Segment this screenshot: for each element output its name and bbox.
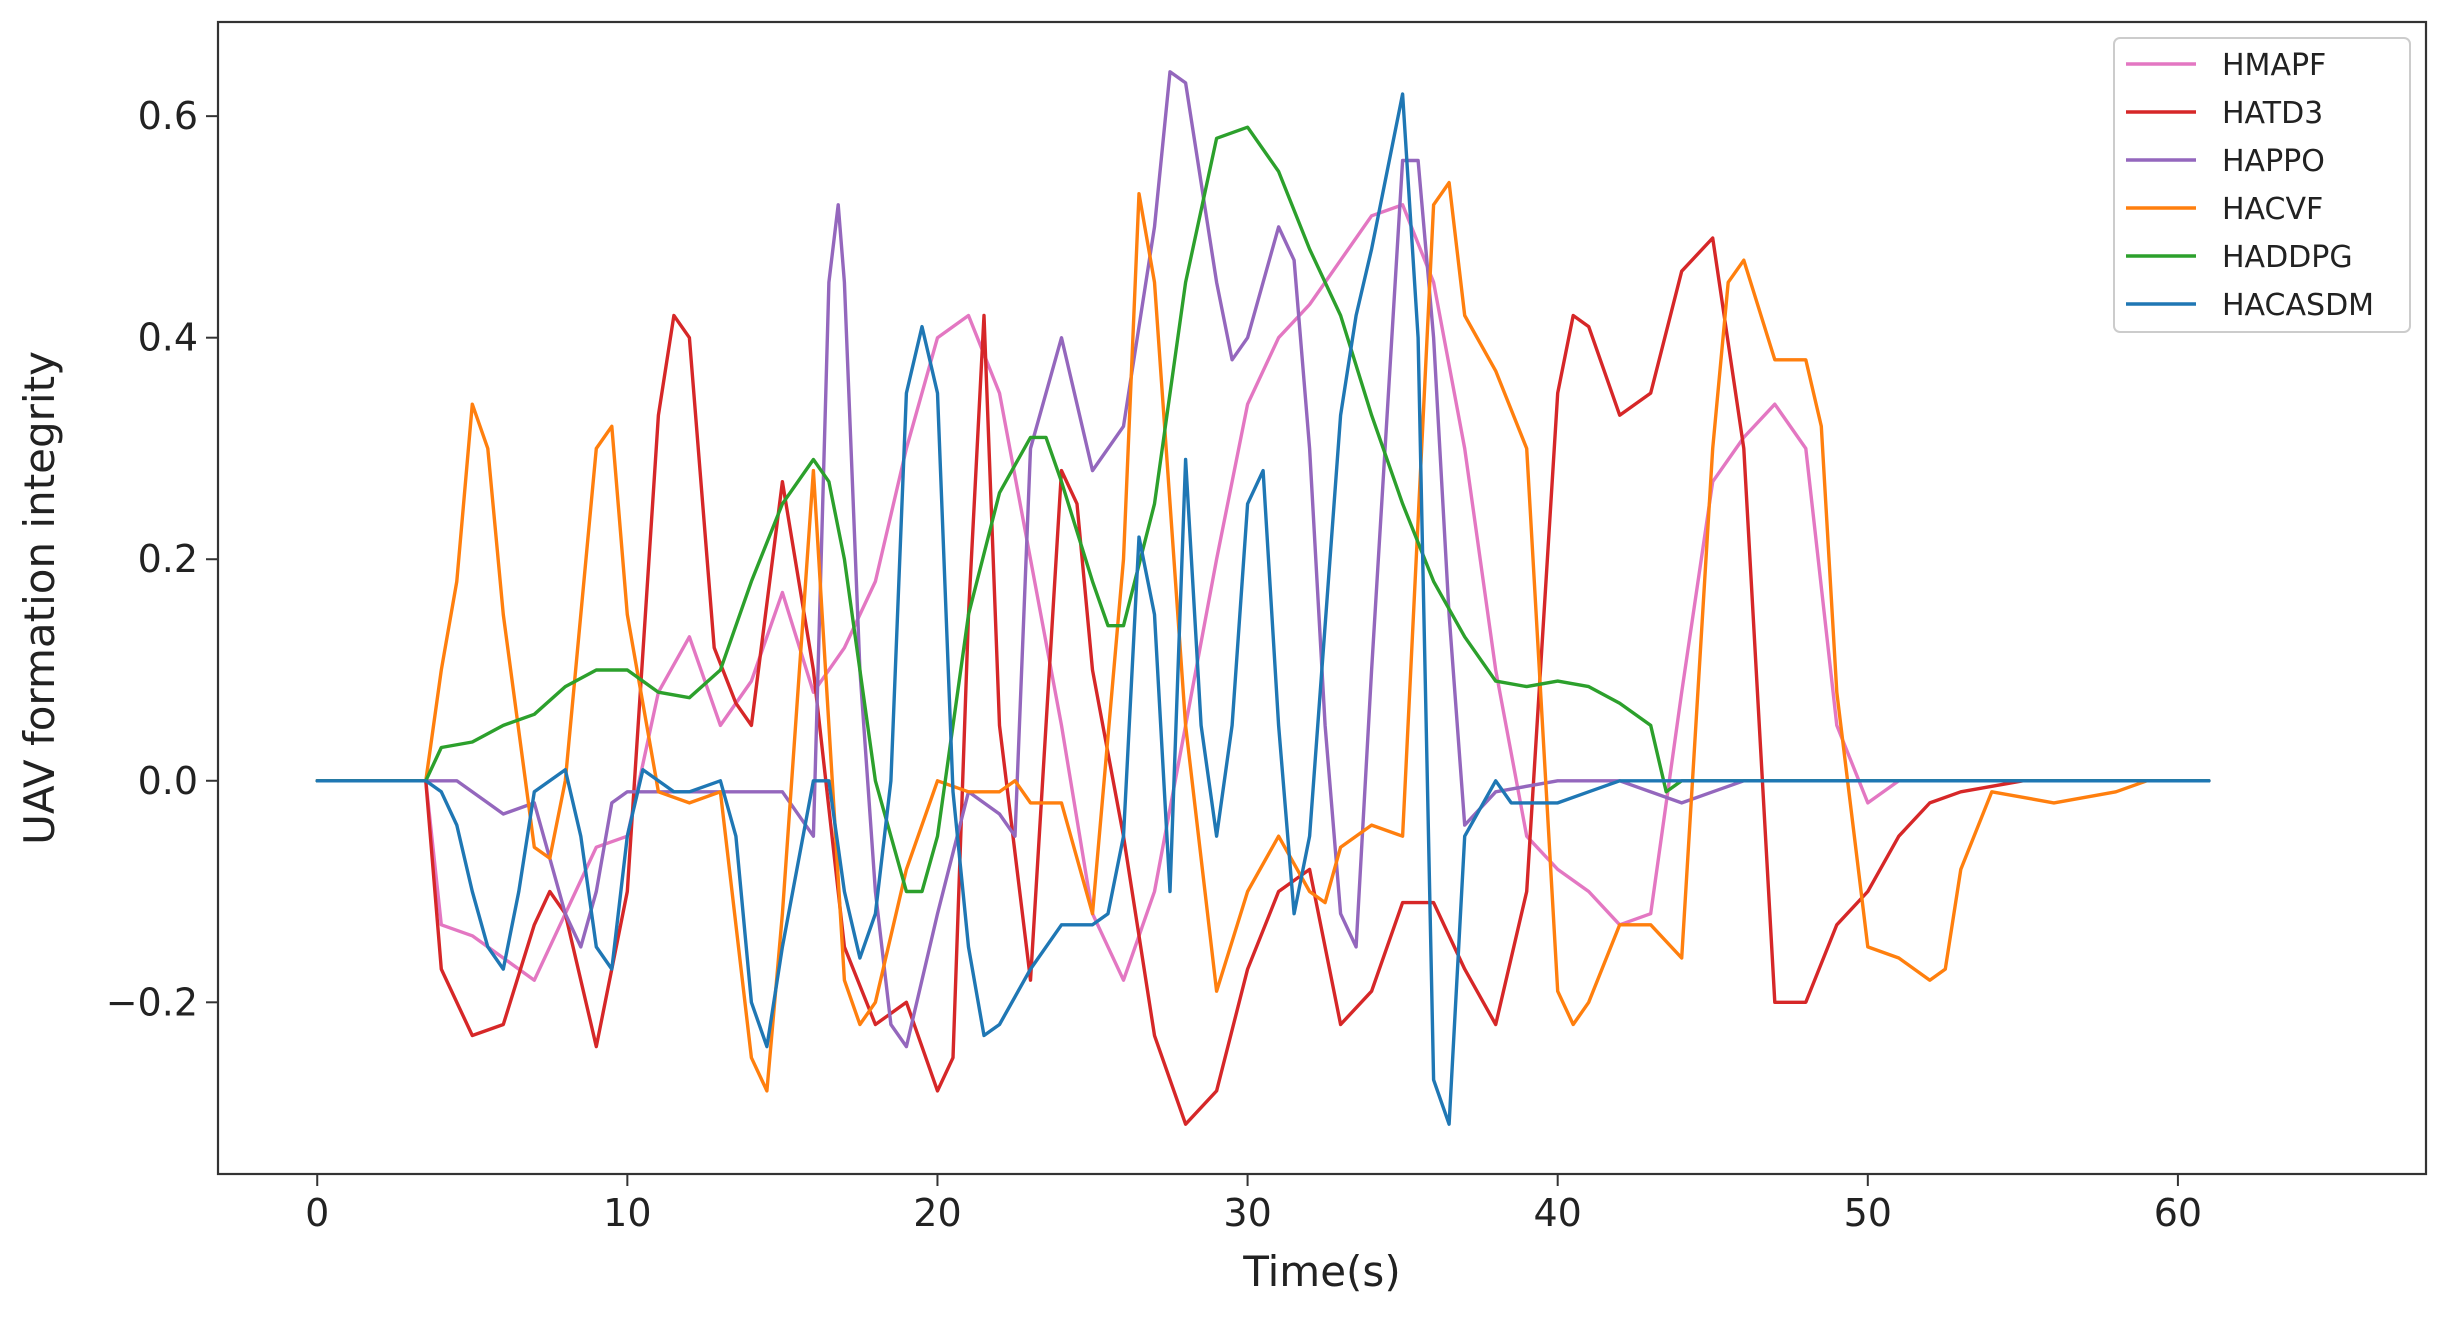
x-axis-ticks: 0 10 20 30 40 50 60 [305, 1174, 2202, 1235]
legend-label-hacasdm: HACASDM [2222, 288, 2374, 323]
legend: HMAPF HATD3 HAPPO HACVF HADDPG HACASDM [2113, 37, 2411, 333]
y-tick-label: 0.6 [138, 94, 198, 138]
x-tick-label: 20 [913, 1191, 961, 1235]
y-axis-ticks: −0.2 0.0 0.2 0.4 0.6 [106, 94, 218, 1024]
legend-label-haddpg: HADDPG [2222, 240, 2353, 275]
series-lines [315, 70, 2211, 1126]
x-axis-label: Time(s) [1242, 1247, 1400, 1296]
y-tick-label: 0.2 [138, 537, 198, 581]
series-line-hmapf [315, 203, 2211, 982]
legend-label-hmapf: HMAPF [2222, 48, 2326, 83]
x-tick-label: 10 [603, 1191, 651, 1235]
series-line-hacasdm [315, 92, 2211, 1126]
series-line-haddpg [315, 125, 2211, 894]
legend-label-happo: HAPPO [2222, 144, 2325, 179]
y-tick-label: 0.0 [138, 759, 198, 803]
y-tick-label: 0.4 [138, 316, 198, 360]
y-tick-label: −0.2 [106, 980, 198, 1024]
legend-label-hacvf: HACVF [2222, 192, 2323, 227]
legend-label-hatd3: HATD3 [2222, 96, 2323, 131]
x-tick-label: 40 [1534, 1191, 1582, 1235]
x-tick-label: 50 [1844, 1191, 1892, 1235]
x-tick-label: 30 [1223, 1191, 1271, 1235]
plot-area-frame [216, 20, 2428, 1176]
x-tick-label: 0 [305, 1191, 329, 1235]
series-line-happo [315, 70, 2211, 1049]
x-tick-label: 60 [2154, 1191, 2202, 1235]
y-axis-label: UAV formation integrity [15, 351, 64, 845]
series-line-hacvf [315, 180, 2149, 1093]
